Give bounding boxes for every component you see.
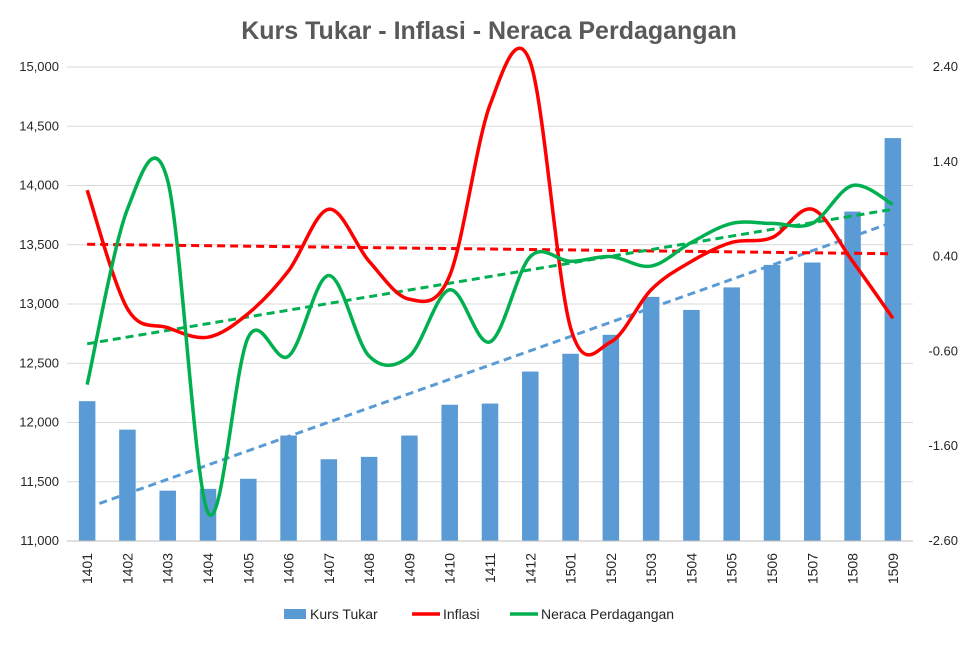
trendline: [86, 207, 894, 346]
bar: [360, 456, 378, 541]
y-left-tick-label: 11,000: [20, 533, 59, 548]
y-left-tick-label: 14,500: [19, 118, 59, 133]
bar: [723, 287, 740, 541]
legend-label: Kurs Tukar: [310, 606, 378, 622]
x-tick-label: 1412: [522, 553, 538, 584]
y-right-tick-label: -1.60: [928, 438, 958, 453]
bar: [763, 264, 781, 541]
bar: [602, 334, 620, 541]
bar: [240, 478, 257, 541]
x-tick-label: 1402: [119, 553, 135, 584]
trendlines: [86, 207, 894, 510]
bar: [401, 435, 418, 541]
y-left-tick-label: 12,000: [19, 415, 59, 430]
y-left-tick-label: 13,000: [19, 296, 59, 311]
bar: [280, 435, 297, 541]
y-left-tick-label: 14,000: [19, 178, 59, 193]
bar: [804, 262, 821, 541]
bar: [683, 309, 700, 541]
x-tick-label: 1504: [683, 553, 699, 584]
bar: [522, 371, 539, 541]
y-right-tick-label: 2.40: [933, 59, 958, 74]
y-left-tick-label: 12,500: [19, 355, 59, 370]
bar: [159, 490, 176, 541]
x-tick-label: 1403: [160, 553, 176, 584]
legend-item: Inflasi: [412, 606, 480, 622]
y-axis-right: -2.60 -1.60 -0.60 0.40 1.40 2.40: [928, 59, 958, 548]
line-inflasi: [85, 46, 895, 357]
y-right-tick-label: -0.60: [928, 343, 958, 358]
x-tick-label: 1508: [845, 553, 861, 584]
line-series: [85, 46, 895, 517]
x-tick-label: 1501: [563, 553, 579, 584]
bar: [78, 401, 96, 541]
y-axis-left: 11,000 11,500 12,000 12,500 13,000 13,500 14,0…: [19, 59, 59, 548]
y-left-tick-label: 15,000: [19, 59, 59, 74]
legend-swatch: [284, 609, 306, 619]
bar: [844, 211, 861, 541]
trendline: [87, 242, 893, 256]
legend-item: Neraca Perdagangan: [510, 606, 674, 622]
bar: [884, 138, 902, 541]
x-tick-label: 1505: [724, 553, 740, 584]
x-tick-label: 1502: [603, 553, 619, 584]
x-tick-label: 1404: [200, 553, 216, 584]
x-tick-label: 1406: [281, 553, 297, 584]
chart-title: Kurs Tukar - Inflasi - Neraca Perdaganga…: [241, 17, 737, 45]
bar: [441, 404, 458, 541]
x-tick-label: 1409: [401, 553, 417, 584]
x-tick-label: 1401: [79, 553, 95, 584]
y-left-tick-label: 11,500: [20, 474, 59, 489]
bar: [119, 429, 136, 541]
legend-label: Neraca Perdagangan: [541, 606, 674, 622]
y-right-tick-label: -2.60: [928, 533, 958, 548]
x-tick-label: 1503: [643, 553, 659, 584]
y-left-tick-label: 13,500: [19, 237, 59, 252]
x-tick-label: 1507: [804, 553, 820, 584]
bar: [481, 403, 499, 541]
bar: [642, 296, 660, 541]
y-right-tick-label: 1.40: [933, 154, 958, 169]
bar: [320, 459, 338, 541]
x-tick-label: 1405: [240, 553, 256, 584]
bar-series-kurs-tukar: [78, 138, 902, 541]
legend-label: Inflasi: [443, 606, 480, 622]
x-tick-label: 1506: [764, 553, 780, 584]
x-tick-label: 1411: [482, 553, 498, 583]
bar: [562, 353, 579, 541]
x-tick-label: 1509: [885, 553, 901, 584]
legend: Kurs Tukar Inflasi Neraca Perdagangan: [284, 606, 674, 622]
x-tick-label: 1410: [442, 553, 458, 584]
legend-item: Kurs Tukar: [284, 606, 378, 622]
line-neraca-perdagangan: [85, 156, 894, 517]
y-right-tick-label: 0.40: [933, 249, 958, 264]
x-tick-label: 1408: [361, 553, 377, 584]
x-axis: 1401 1402 1403 1404 1405 1406 1407 1408 1409 1410…: [67, 540, 913, 584]
x-tick-label: 1407: [321, 553, 337, 584]
